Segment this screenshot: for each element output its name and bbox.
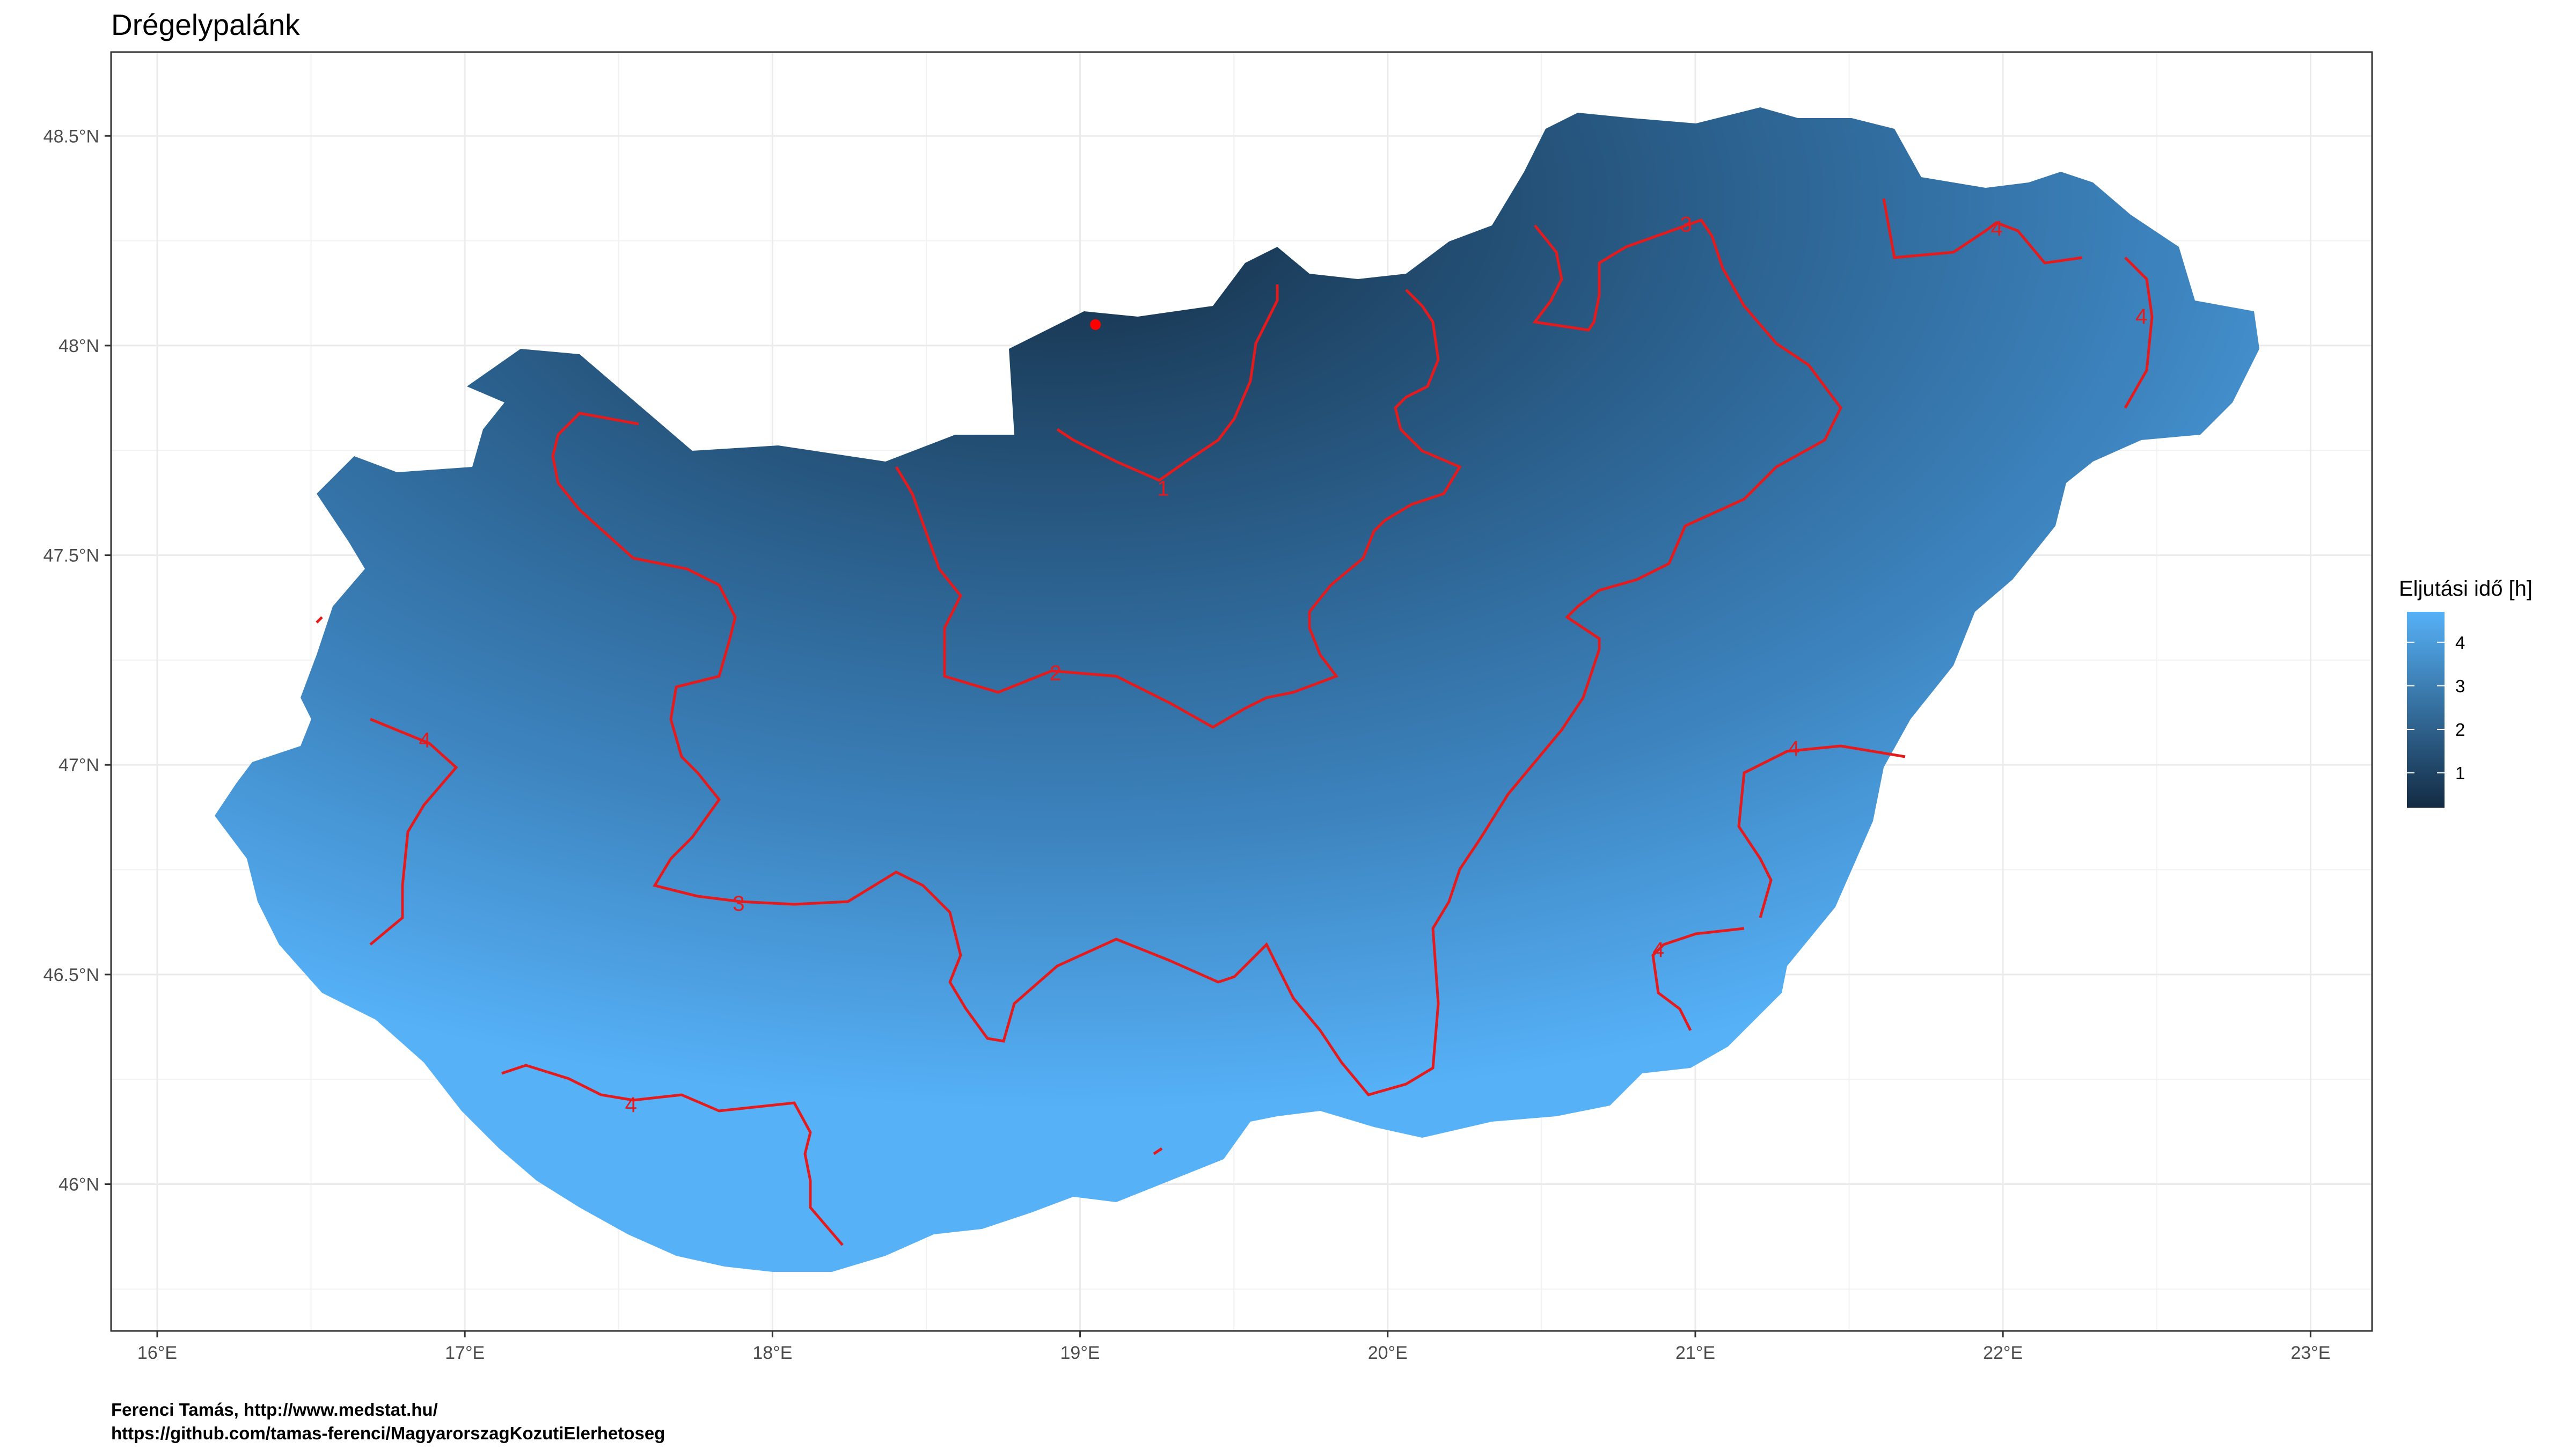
y-tick-label: 47.5°N — [43, 546, 99, 566]
contour-label: 4 — [625, 1093, 637, 1117]
contour-label: 1 — [1157, 477, 1169, 501]
contour-4h-w — [369, 718, 458, 946]
y-tick-label: 46.5°N — [43, 965, 99, 985]
legend: Eljutási idő [h] 4 3 2 1 — [2399, 577, 2533, 808]
x-tick-label: 19°E — [1060, 1343, 1100, 1363]
y-tick-label: 48.5°N — [43, 126, 99, 147]
caption-line-repo: https://github.com/tamas-ferenci/Magyaro… — [111, 1423, 665, 1443]
contour-4h-se — [1651, 927, 1745, 1031]
y-tick-label: 48°N — [58, 336, 99, 356]
contour-labels: 1 2 3 3 4 4 4 4 4 4 — [419, 213, 2148, 1117]
hungary-travel-time-surface — [215, 107, 2259, 1272]
contour-3h-west — [551, 218, 1842, 1096]
contour-label: 4 — [419, 728, 431, 752]
x-tick-label: 20°E — [1368, 1343, 1408, 1363]
contour-lines — [316, 198, 2154, 1246]
x-tick-label: 18°E — [752, 1343, 792, 1363]
y-axis: 48.5°N 48°N 47.5°N 47°N 46.5°N 46°N — [43, 126, 111, 1195]
contour-4h-sw — [501, 1064, 844, 1246]
caption: Ferenci Tamás, http://www.medstat.hu/ ht… — [111, 1398, 665, 1445]
x-tick-label: 23°E — [2290, 1343, 2330, 1363]
contour-label: 4 — [1788, 737, 1799, 760]
contour-label: 3 — [733, 892, 744, 916]
x-axis: 16°E 17°E 18°E 19°E 20°E 21°E 22°E 23°E — [137, 1331, 2330, 1363]
map-title: Drégelypalánk — [111, 8, 300, 41]
origin-marker — [1090, 319, 1101, 330]
contour-fragment-w — [316, 616, 323, 624]
contour-4h-e — [1737, 744, 1906, 918]
contour-label: 4 — [2135, 305, 2147, 328]
legend-colorbar — [2407, 612, 2445, 808]
contour-4h-ne — [1882, 198, 2083, 265]
legend-title: Eljutási idő [h] — [2399, 577, 2533, 601]
x-tick-label: 21°E — [1675, 1343, 1715, 1363]
legend-label: 3 — [2455, 676, 2465, 696]
x-tick-label: 17°E — [445, 1343, 485, 1363]
contour-label: 3 — [1680, 213, 1692, 236]
legend-ticks: 4 3 2 1 — [2407, 633, 2465, 783]
contour-4h-ne-edge — [2124, 257, 2154, 409]
contour-label: 4 — [1652, 938, 1664, 962]
contour-fragment-s — [1153, 1147, 1163, 1155]
plot-border — [110, 51, 2373, 1332]
x-tick-label: 16°E — [137, 1343, 177, 1363]
y-tick-label: 47°N — [58, 755, 99, 775]
legend-label: 4 — [2455, 633, 2465, 653]
contour-label: 4 — [1991, 217, 2003, 240]
legend-label: 1 — [2455, 763, 2465, 783]
caption-line-author: Ferenci Tamás, http://www.medstat.hu/ — [111, 1400, 438, 1419]
y-tick-label: 46°N — [58, 1175, 99, 1195]
contour-2h — [895, 289, 1462, 729]
x-tick-label: 22°E — [1983, 1343, 2023, 1363]
contour-1h — [1056, 284, 1279, 482]
legend-label: 2 — [2455, 720, 2465, 740]
contour-label: 2 — [1050, 661, 1062, 685]
